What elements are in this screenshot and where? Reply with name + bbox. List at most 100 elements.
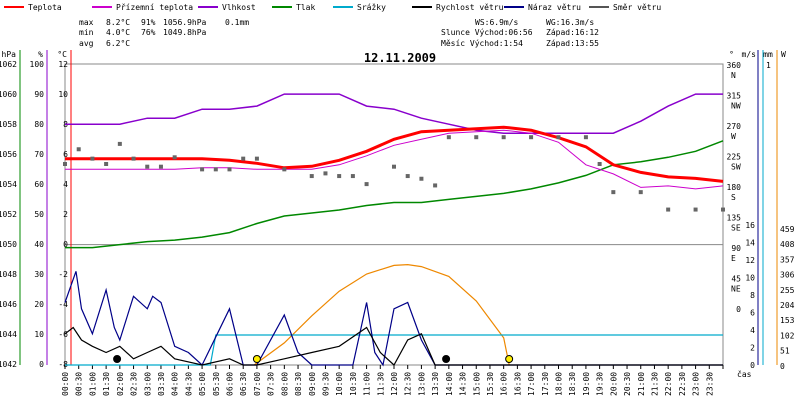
ms-tick: 6 bbox=[750, 309, 755, 318]
stats-wg: WG:16.3m/s bbox=[546, 18, 594, 27]
percent-axis-tick: 20 bbox=[34, 300, 44, 309]
stats-rain: 0.1mm bbox=[225, 18, 249, 27]
x-tick-label: 06:30 bbox=[239, 372, 248, 396]
x-tick-label: 05:00 bbox=[198, 372, 207, 396]
direction-tick: 315 bbox=[727, 92, 742, 101]
legend-label: Přízemní teplota bbox=[116, 3, 193, 12]
percent-axis-label: % bbox=[38, 50, 43, 59]
percent-axis-tick: 80 bbox=[34, 120, 44, 129]
hpa-axis-tick: 1050 bbox=[0, 240, 17, 249]
mm-axis-label: mm bbox=[763, 50, 773, 59]
hpa-axis-tick: 1052 bbox=[0, 210, 17, 219]
x-tick-label: 17:00 bbox=[527, 372, 536, 396]
x-tick-label: 11:30 bbox=[376, 372, 385, 396]
x-tick-label: 13:00 bbox=[417, 372, 426, 396]
wind-dir-point bbox=[501, 135, 506, 140]
wind-dir-point bbox=[282, 167, 287, 172]
wind-dir-point bbox=[556, 135, 561, 140]
x-tick-label: 07:30 bbox=[267, 372, 276, 396]
x-tick-label: 08:30 bbox=[294, 372, 303, 396]
x-tick-label: 20:00 bbox=[609, 372, 618, 396]
celsius-axis-tick: 10 bbox=[58, 90, 68, 99]
sun-marker bbox=[252, 355, 261, 363]
percent-axis-tick: 60 bbox=[34, 180, 44, 189]
ms-tick: 16 bbox=[745, 221, 755, 230]
wm2-tick: 408 bbox=[780, 240, 795, 249]
legend-label: Teplota bbox=[28, 3, 62, 12]
wm2-tick: 0 bbox=[780, 362, 785, 371]
legend-label: Náraz větru bbox=[528, 3, 581, 12]
series-pressure bbox=[65, 140, 724, 249]
wm2-tick: 459 bbox=[780, 225, 795, 234]
sun-marker bbox=[505, 355, 514, 363]
moon-marker bbox=[113, 355, 122, 363]
x-tick-label: 01:30 bbox=[102, 372, 111, 396]
axes: 00:00 00:30 01:00 01:30 02:00 02:30 03:00 03:30… bbox=[0, 50, 795, 396]
percent-axis-tick: 10 bbox=[34, 330, 44, 339]
direction-tick: 135 bbox=[727, 214, 742, 223]
x-tick-label: 03:00 bbox=[143, 372, 152, 396]
wm2-tick: 255 bbox=[780, 286, 795, 295]
stats-label: max bbox=[79, 18, 94, 27]
wm2-tick: 51 bbox=[780, 347, 790, 356]
ms-tick: 14 bbox=[745, 239, 755, 248]
direction-name: SW bbox=[731, 163, 741, 172]
mm-tick: 1 bbox=[766, 61, 771, 70]
x-tick-label: 19:30 bbox=[596, 372, 605, 396]
wm2-tick: 357 bbox=[780, 255, 795, 264]
stats-hum: 76% bbox=[141, 28, 156, 37]
direction-name: E bbox=[731, 254, 736, 263]
x-tick-label: 20:30 bbox=[623, 372, 632, 396]
x-tick-label: 05:30 bbox=[212, 372, 221, 396]
x-tick-label: 16:00 bbox=[500, 372, 509, 396]
series-temperature bbox=[65, 125, 724, 183]
wind-dir-point bbox=[433, 183, 438, 188]
x-tick-label: 07:00 bbox=[253, 372, 262, 396]
hpa-axis-tick: 1056 bbox=[0, 150, 17, 159]
x-tick-label: 02:00 bbox=[116, 372, 125, 396]
stats-press: 1056.9hPa bbox=[163, 18, 207, 27]
x-tick-label: 18:00 bbox=[555, 372, 564, 396]
wind-dir-point bbox=[638, 190, 643, 195]
x-tick-label: 22:00 bbox=[664, 372, 673, 396]
wind-dir-point bbox=[446, 135, 451, 140]
wind-dir-point bbox=[145, 164, 150, 169]
x-tick-label: 12:30 bbox=[404, 372, 413, 396]
wm2-tick: 306 bbox=[780, 271, 795, 280]
direction-tick: 225 bbox=[727, 153, 742, 162]
legend-label: Směr větru bbox=[613, 3, 661, 12]
percent-axis-tick: 70 bbox=[34, 150, 44, 159]
x-tick-label: 14:00 bbox=[445, 372, 454, 396]
x-tick-label: 22:30 bbox=[678, 372, 687, 396]
stats-label: min bbox=[79, 28, 94, 37]
wind-dir-point bbox=[200, 167, 205, 172]
wind-dir-point bbox=[104, 162, 109, 166]
ms-tick: 0 bbox=[750, 361, 755, 370]
direction-tick: 180 bbox=[727, 183, 742, 192]
direction-tick: 0 bbox=[736, 305, 741, 314]
ms-axis-label: m/s bbox=[742, 50, 757, 59]
x-tick-label: 14:30 bbox=[459, 372, 468, 396]
direction-tick: 90 bbox=[731, 244, 741, 253]
wind-dir-point bbox=[597, 162, 602, 166]
celsius-axis-tick: -4 bbox=[58, 300, 68, 309]
celsius-axis-tick: -8 bbox=[58, 360, 68, 369]
x-tick-label: 12:00 bbox=[390, 372, 399, 396]
direction-name: NE bbox=[731, 285, 741, 294]
moon-marker bbox=[442, 355, 451, 363]
wind-dir-point bbox=[117, 141, 122, 146]
wind-dir-point bbox=[583, 135, 588, 140]
x-tick-label: 02:30 bbox=[130, 372, 139, 396]
direction-tick: 360 bbox=[727, 61, 742, 70]
stats-moon-set: Západ:13:55 bbox=[546, 39, 599, 48]
x-tick-label: 01:00 bbox=[88, 372, 97, 396]
x-tick-label: 10:00 bbox=[335, 372, 344, 396]
celsius-axis-label: °C bbox=[57, 50, 67, 59]
series-rain bbox=[65, 334, 723, 366]
wind-dir-point bbox=[241, 156, 246, 161]
x-tick-label: 09:00 bbox=[308, 372, 317, 396]
wind-dir-point bbox=[213, 167, 218, 172]
wind-dir-point bbox=[337, 174, 342, 179]
wind-dir-point bbox=[405, 174, 410, 179]
